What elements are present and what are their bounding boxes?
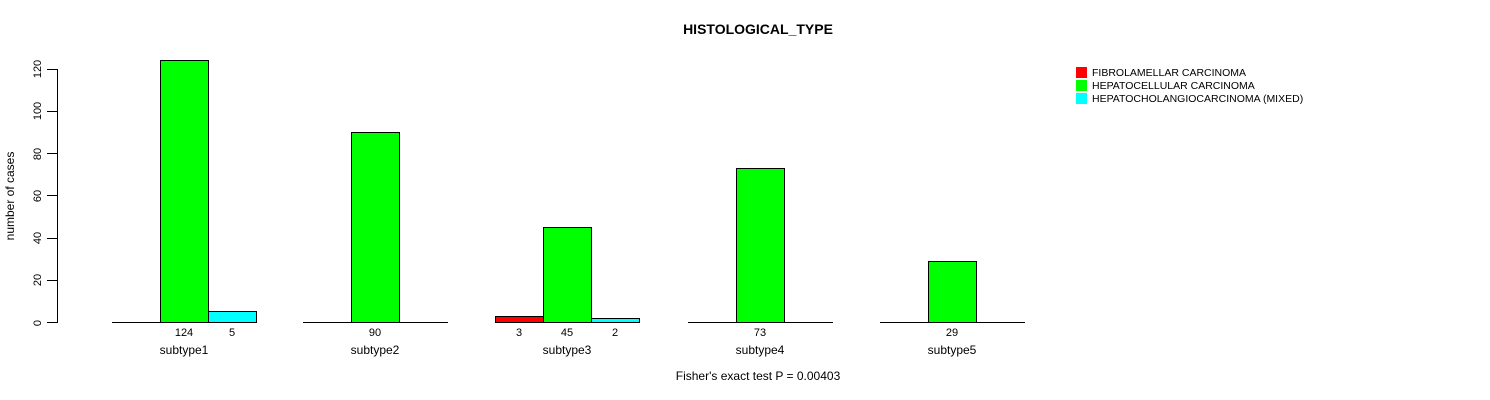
legend: FIBROLAMELLAR CARCINOMA HEPATOCELLULAR CA…: [1076, 66, 1303, 105]
x-category-label: subtype5: [927, 343, 977, 357]
x-category-label: subtype3: [542, 343, 592, 357]
y-tick: [47, 279, 57, 281]
y-tick: [47, 68, 57, 70]
bar-value-label: 45: [560, 327, 574, 339]
bar-value-label: 73: [753, 327, 767, 339]
y-tick-label: 20: [32, 274, 44, 287]
y-tick-label: 120: [32, 59, 44, 79]
bar: [736, 168, 785, 323]
bar-value-label: 2: [611, 327, 619, 339]
y-axis-line: [57, 68, 58, 323]
x-category-label: subtype4: [735, 343, 785, 357]
bar-value-label: 3: [515, 327, 523, 339]
legend-label: HEPATOCELLULAR CARCINOMA: [1092, 79, 1255, 92]
chart-title: HISTOLOGICAL_TYPE: [683, 21, 833, 37]
legend-item: FIBROLAMELLAR CARCINOMA: [1076, 66, 1303, 79]
y-tick-label: 0: [32, 319, 44, 326]
bar: [928, 261, 977, 323]
legend-color-swatch: [1076, 80, 1087, 91]
bar: [160, 60, 209, 323]
stat-test-caption: Fisher's exact test P = 0.00403: [675, 369, 841, 383]
legend-item: HEPATOCELLULAR CARCINOMA: [1076, 79, 1303, 92]
bar: [495, 316, 544, 323]
x-category-label: subtype2: [350, 343, 400, 357]
y-axis-title: number of cases: [3, 151, 17, 241]
legend-label: HEPATOCHOLANGIOCARCINOMA (MIXED): [1092, 92, 1304, 105]
y-tick-label: 80: [32, 147, 44, 160]
y-tick: [47, 322, 57, 323]
legend-label: FIBROLAMELLAR CARCINOMA: [1092, 66, 1247, 79]
x-category-label: subtype1: [159, 343, 209, 357]
bar: [351, 132, 400, 323]
y-tick-label: 40: [32, 231, 44, 245]
y-tick-label: 100: [32, 102, 44, 121]
bar-value-label: 124: [174, 327, 194, 339]
legend-item: HEPATOCHOLANGIOCARCINOMA (MIXED): [1076, 92, 1303, 105]
legend-color-swatch: [1076, 67, 1087, 78]
y-tick: [47, 195, 57, 197]
bar-value-label: 5: [228, 327, 236, 339]
legend-color-swatch: [1076, 93, 1087, 104]
bar: [543, 227, 592, 323]
y-tick-label: 60: [32, 189, 44, 202]
y-tick: [47, 110, 57, 112]
y-tick: [47, 153, 57, 155]
bar-value-label: 29: [945, 327, 959, 339]
bar: [208, 311, 257, 323]
y-tick: [47, 237, 57, 239]
bar: [591, 318, 640, 323]
bar-value-label: 90: [368, 327, 382, 339]
